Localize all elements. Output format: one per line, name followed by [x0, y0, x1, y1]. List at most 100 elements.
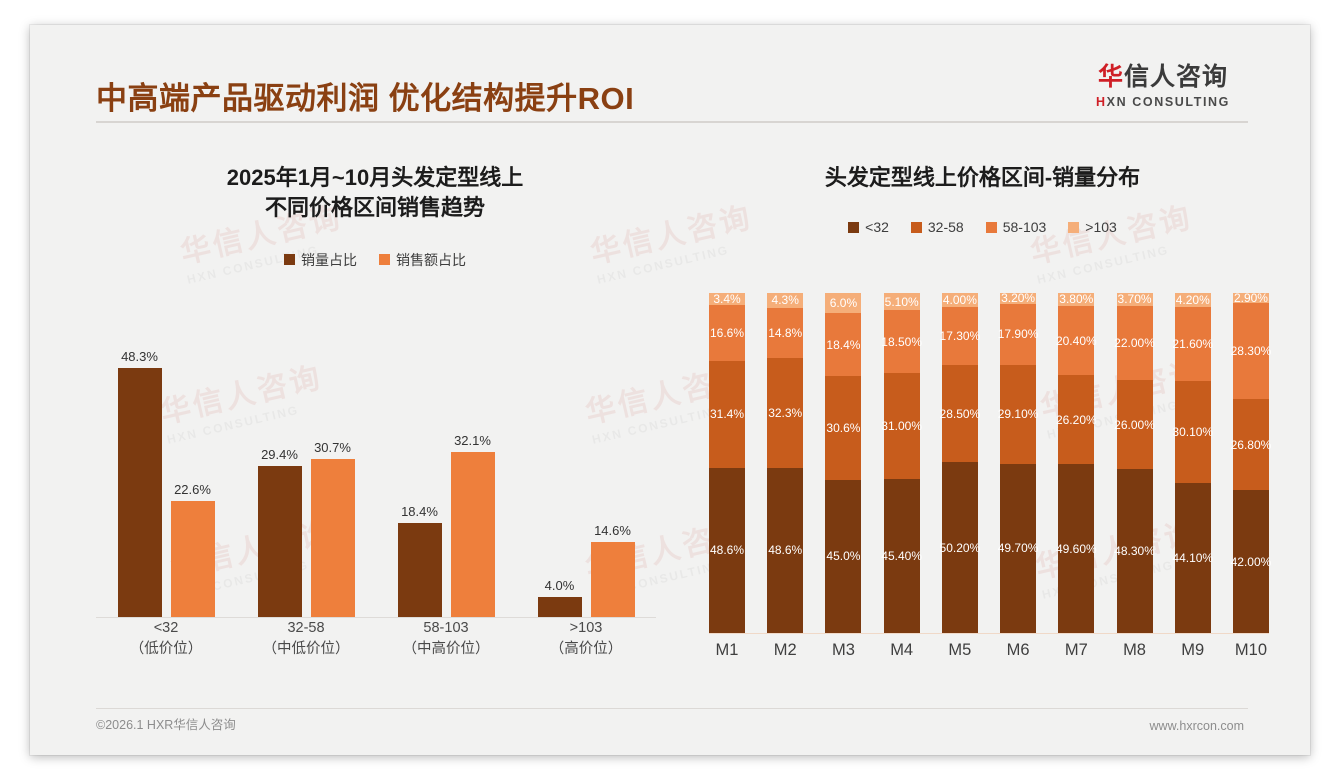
x-axis-label: <32 （低价位） [111, 618, 221, 660]
segment-value-label: 4.3% [771, 293, 799, 308]
bar-rect[interactable] [310, 458, 355, 618]
segment-value-label: 20.40% [1055, 333, 1097, 348]
stacked-segment[interactable]: 49.60% [1055, 464, 1097, 633]
x-axis-label: 32-58 （中低价位） [251, 618, 361, 660]
bar-column[interactable]: 14.6% [590, 333, 635, 618]
bar-column[interactable]: 22.6% [170, 333, 215, 618]
stacked-bar-column[interactable]: 3.4% 16.6% 31.4% 48.6% [709, 292, 745, 633]
bar-column[interactable]: 48.3% [117, 333, 162, 618]
stacked-segment[interactable]: 45.0% [825, 479, 862, 633]
footer-website[interactable]: www.hxrcon.com [1149, 719, 1244, 733]
logo-english-text: HXN CONSULTING [1078, 95, 1248, 109]
stacked-segment[interactable]: 32.3% [767, 357, 804, 468]
stacked-segment[interactable]: 31.4% [709, 360, 745, 468]
legend-item-58-103[interactable]: 58-103 [985, 219, 1046, 235]
stacked-segment[interactable]: 16.6% [709, 304, 745, 361]
stacked-segment[interactable]: 28.50% [939, 365, 981, 463]
bar-column[interactable]: 32.1% [450, 333, 495, 618]
segment-value-label: 49.60% [1055, 541, 1097, 556]
legend-item-<32[interactable]: <32 [848, 219, 889, 235]
bar-rect[interactable] [397, 522, 442, 618]
x-axis-label: M9 [1181, 641, 1205, 659]
stacked-segment[interactable]: 4.20% [1174, 293, 1211, 308]
right-chart-panel: 头发定型线上价格区间-销量分布 <32 32-58 58-103 >103 3.4% 1… [685, 135, 1280, 705]
stacked-segment[interactable]: 45.40% [881, 478, 922, 633]
stacked-segment[interactable]: 48.6% [767, 467, 804, 633]
stacked-segment[interactable]: 42.00% [1231, 490, 1271, 633]
stacked-segment[interactable]: 29.10% [997, 364, 1039, 464]
bar-rect[interactable] [450, 451, 495, 618]
segment-value-label: 28.50% [939, 406, 981, 421]
stacked-segment[interactable]: 44.10% [1172, 483, 1213, 633]
x-axis-label: M8 [1123, 641, 1146, 659]
stacked-segment[interactable]: 22.00% [1114, 305, 1155, 381]
stacked-segment[interactable]: 30.6% [825, 375, 862, 480]
stacked-segment[interactable]: 26.00% [1114, 380, 1155, 469]
stacked-segment[interactable]: 30.10% [1172, 380, 1213, 484]
legend-swatch-icon [1068, 221, 1080, 233]
stacked-segment[interactable]: 3.4% [709, 292, 745, 306]
stacked-segment[interactable]: 49.70% [998, 463, 1038, 633]
stacked-segment[interactable]: 2.90% [1232, 291, 1269, 305]
stacked-bar-column[interactable]: 3.80% 20.40% 26.20% 49.60% [1055, 292, 1097, 633]
legend-item-sales-amount[interactable]: 销售额占比 [379, 250, 466, 270]
segment-value-label: 18.50% [881, 334, 923, 349]
stacked-segment[interactable]: 26.20% [1056, 375, 1097, 465]
stacked-segment[interactable]: 5.10% [883, 293, 920, 311]
stacked-bar-column[interactable]: 6.0% 18.4% 30.6% 45.0% [825, 293, 862, 633]
stacked-bar-column[interactable]: 4.20% 21.60% 30.10% 44.10% [1172, 293, 1213, 633]
x-axis-label: M7 [1064, 641, 1088, 659]
stacked-segment[interactable]: 18.50% [881, 310, 923, 374]
stacked-segment[interactable]: 17.90% [998, 303, 1038, 365]
logo-en-rest: XN CONSULTING [1106, 94, 1230, 109]
stacked-bar-column[interactable]: 4.00% 17.30% 28.50% 50.20% [939, 293, 981, 633]
stacked-bar-column[interactable]: 2.90% 28.30% 26.80% 42.00% [1231, 291, 1271, 633]
stacked-bar-column[interactable]: 4.3% 14.8% 32.3% 48.6% [767, 293, 804, 633]
bar-group: 4.0% 14.6% [537, 333, 635, 618]
bar-rect[interactable] [257, 465, 302, 618]
segment-value-label: 3.20% [1001, 291, 1036, 306]
stacked-segment[interactable]: 6.0% [825, 293, 862, 314]
stacked-segment[interactable]: 26.80% [1231, 399, 1271, 491]
bar-rect[interactable] [537, 597, 582, 618]
stacked-segment[interactable]: 18.4% [825, 313, 862, 376]
segment-value-label: 31.00% [881, 418, 923, 433]
bar-rect[interactable] [117, 367, 162, 618]
bar-column[interactable]: 30.7% [310, 333, 355, 618]
stacked-segment[interactable]: 14.8% [767, 307, 804, 358]
slide-header: 中高端产品驱动利润 优化结构提升ROI 华信人咨询 HXN CONSULTING [30, 25, 1310, 123]
segment-value-label: 17.30% [939, 329, 981, 343]
stacked-segment[interactable]: 48.6% [709, 467, 745, 633]
stacked-segment[interactable]: 21.60% [1172, 307, 1213, 381]
stacked-segment[interactable]: 31.00% [881, 373, 923, 479]
legend-item-sales-volume[interactable]: 销量占比 [284, 250, 357, 270]
stacked-segment[interactable]: 3.80% [1058, 292, 1095, 306]
legend-label: 销量占比 [301, 251, 357, 268]
bar-column[interactable]: 29.4% [257, 333, 302, 618]
grouped-bar-chart: 48.3% 22.6% 29.4% 30.7% 18.4% 32.1% 4.0% 14.6% … [96, 325, 656, 660]
stacked-segment[interactable]: 20.40% [1055, 305, 1097, 376]
bar-column[interactable]: 18.4% [397, 333, 442, 618]
segment-value-label: 5.10% [884, 294, 919, 309]
grouped-chart-x-axis [96, 617, 656, 618]
stacked-segment[interactable]: 17.30% [939, 306, 981, 366]
stacked-bar-column[interactable]: 3.70% 22.00% 26.00% 48.30% [1114, 292, 1155, 633]
stacked-bar-column[interactable]: 3.20% 17.90% 29.10% 49.70% [997, 291, 1039, 633]
stacked-segment[interactable]: 48.30% [1114, 468, 1155, 633]
stacked-segment[interactable]: 50.20% [940, 462, 980, 633]
segment-value-label: 29.10% [997, 407, 1039, 422]
stacked-segment[interactable]: 4.3% [767, 293, 804, 308]
bar-rect[interactable] [590, 542, 635, 618]
stacked-segment[interactable]: 28.30% [1231, 302, 1271, 400]
legend-item-32-58[interactable]: 32-58 [910, 219, 964, 235]
stacked-segment[interactable]: 3.20% [1000, 291, 1037, 306]
bar-rect[interactable] [170, 500, 215, 618]
bar-column[interactable]: 4.0% [537, 333, 582, 618]
grouped-bar-plot-area: 48.3% 22.6% 29.4% 30.7% 18.4% 32.1% 4.0% 14.6% [96, 333, 656, 618]
x-label-main: >103 [569, 620, 603, 636]
segment-value-label: 3.70% [1117, 292, 1152, 307]
legend-item->103[interactable]: >103 [1068, 219, 1117, 235]
stacked-bar-column[interactable]: 5.10% 18.50% 31.00% 45.40% [881, 293, 923, 633]
stacked-segment[interactable]: 4.00% [941, 293, 978, 307]
stacked-segment[interactable]: 3.70% [1116, 292, 1153, 307]
